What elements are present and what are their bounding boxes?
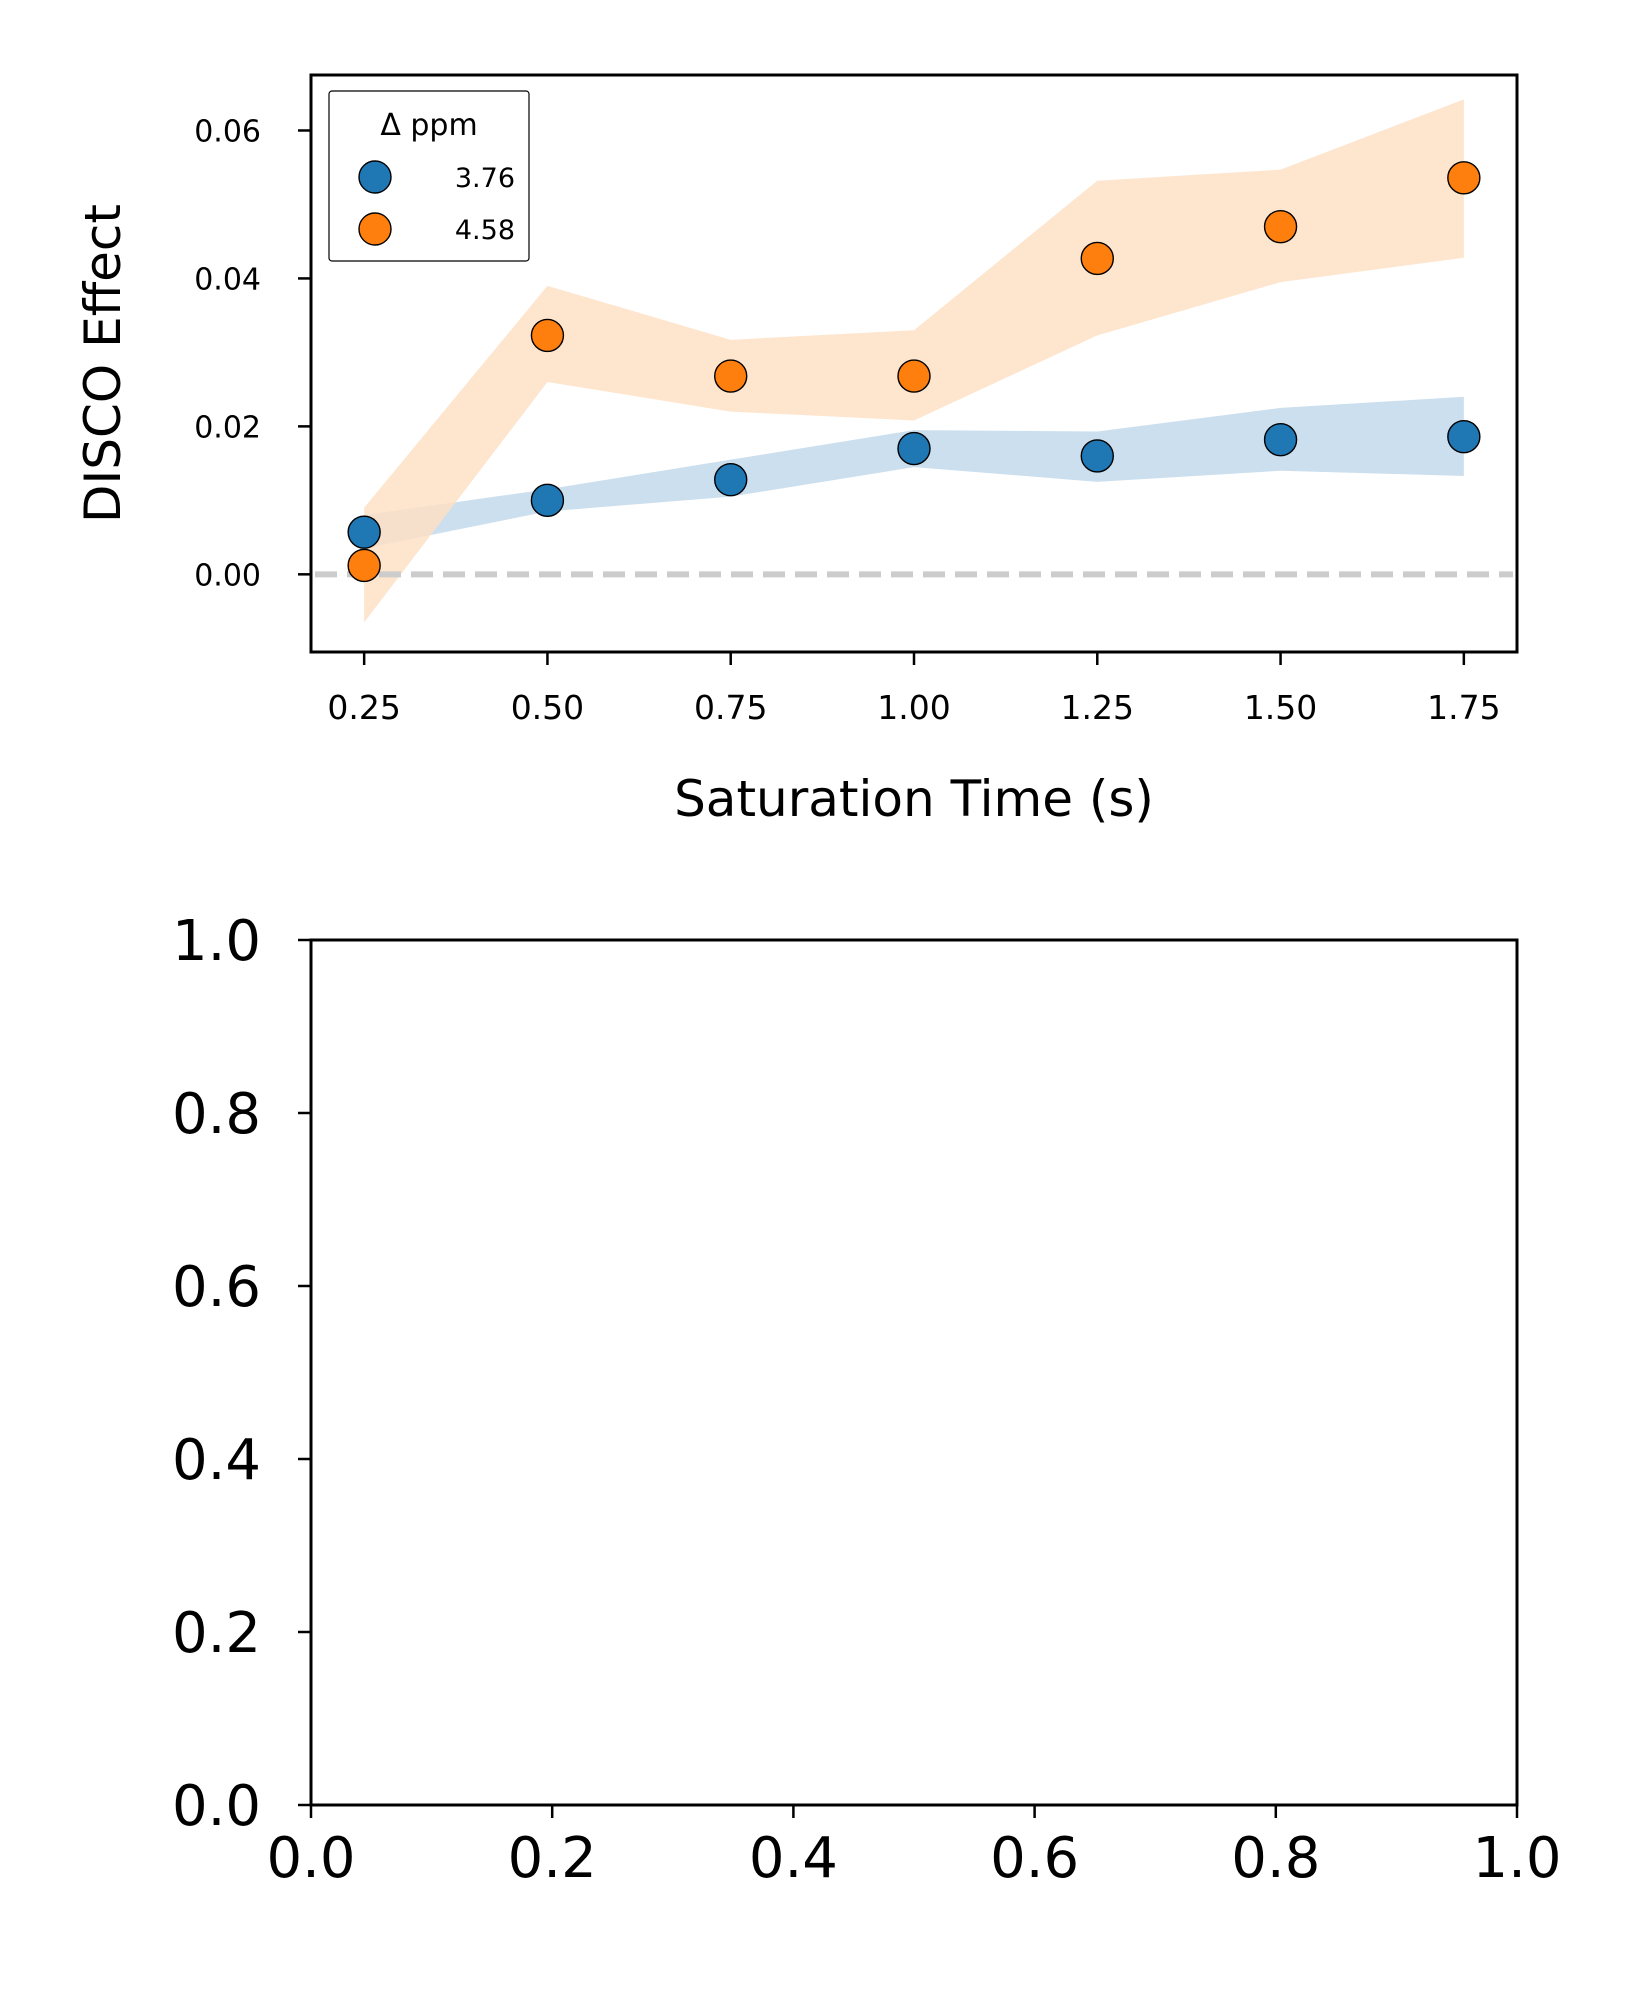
legend: Δ ppm 3.76 4.58	[328, 90, 530, 262]
x-axis-ticks: 0.25 0.50 0.75 1.00 1.25 1.50 1.75	[327, 652, 1501, 727]
x-tick-label: 1.50	[1244, 688, 1317, 727]
legend-title: Δ ppm	[380, 108, 477, 143]
x-tick-label: 0.2	[508, 1826, 597, 1891]
data-point-3.76-4	[1080, 439, 1114, 473]
x-tick-label: 1.00	[877, 688, 950, 727]
data-point-3.76-0	[347, 515, 381, 549]
x-tick-label: 1.25	[1061, 688, 1134, 727]
y-tick-label: 0.4	[172, 1428, 261, 1493]
y-tick-label: 0.02	[194, 410, 261, 445]
empty-chart: 0.0 0.2 0.4 0.6 0.8 1.0 0.0 0.2 0.4 0.6 0.8 1.0	[172, 909, 1562, 1891]
legend-label-3.76: 3.76	[455, 163, 515, 194]
data-point-3.76-3	[897, 431, 931, 466]
data-point-4.58-1	[530, 318, 565, 353]
x-axis-ticks: 0.0 0.2 0.4 0.6 0.8 1.0	[266, 1805, 1562, 1891]
x-tick-label: 1.75	[1427, 688, 1500, 727]
y-axis-ticks: 0.0 0.2 0.4 0.6 0.8 1.0	[172, 909, 311, 1839]
data-point-4.58-5	[1263, 209, 1298, 244]
y-tick-label: 0.8	[172, 1082, 261, 1147]
x-tick-label: 0.4	[749, 1826, 838, 1891]
x-axis-label: Saturation Time (s)	[674, 770, 1154, 828]
data-point-4.58-0	[347, 548, 381, 583]
y-tick-label: 0.6	[172, 1255, 261, 1320]
x-tick-label: 0.8	[1231, 1826, 1320, 1891]
data-point-4.58-4	[1080, 241, 1114, 276]
legend-label-4.58: 4.58	[455, 215, 515, 246]
data-point-3.76-2	[714, 462, 748, 497]
x-tick-label: 0.0	[266, 1826, 355, 1891]
data-point-4.58-2	[714, 359, 748, 393]
y-tick-label: 0.2	[172, 1601, 261, 1666]
plot-frame	[309, 938, 1519, 1807]
data-point-4.58-3	[897, 359, 931, 393]
y-tick-label: 1.0	[172, 909, 261, 974]
y-axis-ticks: 0.00 0.02 0.04 0.06	[194, 114, 311, 593]
x-tick-label: 0.75	[694, 688, 767, 727]
data-point-3.76-6	[1447, 420, 1481, 454]
x-tick-label: 0.25	[327, 688, 400, 727]
y-tick-label: 0.04	[194, 262, 261, 297]
legend-marker-4.58	[358, 212, 392, 246]
y-axis-label: DISCO Effect	[74, 204, 132, 523]
data-point-3.76-5	[1263, 422, 1298, 457]
legend-marker-3.76	[358, 160, 392, 194]
x-tick-label: 0.50	[511, 688, 584, 727]
x-tick-label: 0.6	[990, 1826, 1079, 1891]
confidence-band-3.76	[364, 396, 1464, 549]
data-points	[347, 161, 1481, 583]
y-tick-label: 0.06	[194, 114, 261, 149]
y-tick-label: 0.0	[172, 1774, 261, 1839]
legend-items: 3.76 4.58	[358, 160, 515, 246]
data-point-3.76-1	[530, 483, 565, 518]
y-tick-label: 0.00	[194, 558, 261, 593]
x-tick-label: 1.0	[1472, 1826, 1561, 1891]
data-point-4.58-6	[1447, 161, 1481, 195]
disco-effect-chart: 0.25 0.50 0.75 1.00 1.25 1.50 1.75 0.000.020.0…	[74, 73, 1519, 828]
